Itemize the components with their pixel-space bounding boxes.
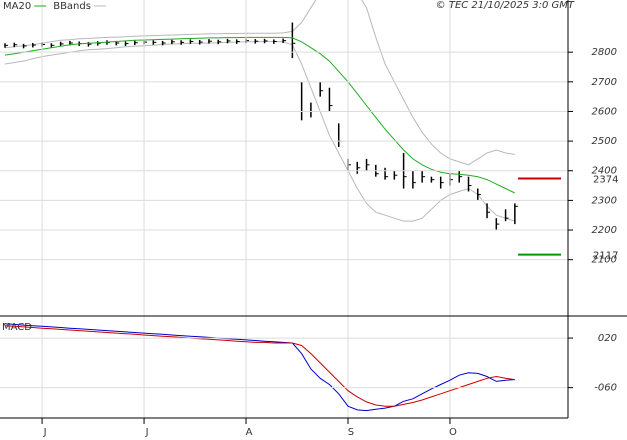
legend-label: MA20 bbox=[3, 1, 31, 12]
plot-area bbox=[4, 323, 515, 412]
y-tick-label: 2200 bbox=[592, 225, 617, 236]
y-tick-label: 2100 bbox=[592, 255, 617, 266]
ma-line bbox=[4, 36, 516, 194]
y-tick-label: 2400 bbox=[592, 166, 617, 177]
legend-label: BBands bbox=[53, 1, 91, 12]
panel-title: MACD bbox=[2, 322, 32, 333]
y-tick-label: 020 bbox=[598, 333, 617, 344]
y-tick-label: 2500 bbox=[592, 136, 617, 147]
band-line bbox=[4, 41, 515, 222]
source-note: © TEC 21/10/2025 3:0 GMT bbox=[436, 0, 575, 11]
y-tick-label: 2800 bbox=[592, 47, 617, 58]
y-tick-label: -060 bbox=[594, 383, 617, 394]
band-line bbox=[4, 0, 515, 166]
x-tick-label: J bbox=[43, 427, 47, 438]
y-tick-label: 2700 bbox=[592, 77, 617, 88]
x-tick-label: A bbox=[246, 427, 253, 438]
x-tick-label: S bbox=[348, 427, 354, 438]
x-tick-label: O bbox=[449, 427, 457, 438]
x-tick-label: J bbox=[145, 427, 149, 438]
macd-line bbox=[4, 323, 515, 412]
y-tick-label: 2300 bbox=[592, 195, 617, 206]
reference-label: 2117 bbox=[593, 251, 618, 262]
plot-area bbox=[4, 0, 518, 231]
reference-label: 2374 bbox=[593, 174, 618, 185]
y-tick-label: 2600 bbox=[592, 106, 617, 117]
macd-line bbox=[4, 325, 515, 407]
